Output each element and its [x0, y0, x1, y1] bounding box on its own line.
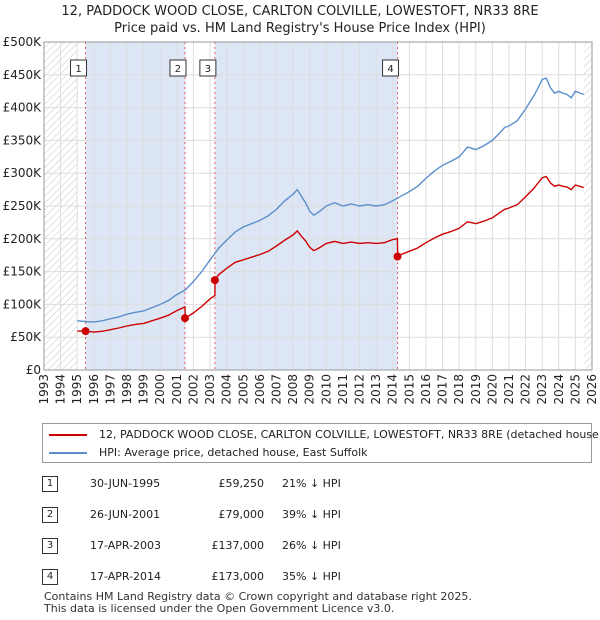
- x-tick-label: 2013: [369, 374, 383, 405]
- x-tick-label: 2000: [153, 374, 167, 405]
- marker-label: 4: [387, 64, 393, 75]
- y-tick-label: £200K: [3, 232, 43, 246]
- legend-label-property: 12, PADDOCK WOOD CLOSE, CARLTON COLVILLE…: [99, 428, 600, 441]
- x-tick-label: 1999: [137, 374, 151, 405]
- x-tick-label: 2019: [469, 374, 483, 405]
- x-tick-label: 2026: [585, 374, 599, 405]
- legend: 12, PADDOCK WOOD CLOSE, CARLTON COLVILLE…: [42, 423, 600, 463]
- x-tick-label: 1997: [103, 374, 117, 405]
- x-tick-label: 2016: [419, 374, 433, 405]
- transaction-price: £79,000: [218, 508, 265, 521]
- hpi-line: [77, 77, 584, 323]
- y-tick-label: £300K: [3, 166, 43, 180]
- x-tick-label: 2009: [303, 374, 317, 405]
- transaction-date: 30-JUN-1995: [90, 477, 161, 490]
- transaction-price: £59,250: [218, 477, 265, 490]
- x-tick-label: 2020: [485, 374, 499, 405]
- marker-label: 2: [175, 64, 181, 75]
- transaction-hpi: 21% ↓ HPI: [282, 477, 341, 490]
- x-tick-label: 2001: [170, 374, 184, 405]
- transaction-number: 2: [42, 507, 58, 523]
- x-tick-label: 2005: [236, 374, 250, 405]
- transaction-hpi: 39% ↓ HPI: [282, 508, 341, 521]
- price-chart: 1 2 3 4 £0 £50K £100K £150K £200K £250K £300K £350K…: [3, 35, 599, 405]
- x-tick-label: 2018: [452, 374, 466, 405]
- x-tick-label: 2008: [286, 374, 300, 405]
- x-tick-label: 2012: [353, 374, 367, 405]
- transaction-date: 17-APR-2003: [90, 539, 162, 552]
- footer-license: This data is licensed under the Open Gov…: [44, 602, 395, 615]
- plot-frame: [43, 41, 593, 371]
- marker-label: 1: [75, 64, 81, 75]
- footer-copyright: Contains HM Land Registry data © Crown c…: [44, 590, 472, 603]
- transaction-date: 26-JUN-2001: [90, 508, 161, 521]
- sale-point: [81, 327, 90, 336]
- sale-point: [210, 276, 219, 285]
- transaction-hpi: 35% ↓ HPI: [282, 570, 341, 583]
- marker-box: [382, 59, 400, 77]
- y-tick-label: £0: [26, 363, 41, 377]
- transaction-price: £173,000: [211, 570, 265, 583]
- transaction-date: 17-APR-2014: [90, 570, 162, 583]
- sale-point: [393, 252, 402, 261]
- marker-box: [169, 59, 187, 77]
- x-tick-label: 2002: [186, 374, 200, 405]
- x-tick-label: 1996: [87, 374, 101, 405]
- x-tick-label: 2011: [336, 374, 350, 405]
- x-tick-label: 2007: [269, 374, 283, 405]
- x-tick-label: 2023: [535, 374, 549, 405]
- x-tick-label: 2006: [253, 374, 267, 405]
- chart-subtitle: Price paid vs. HM Land Registry's House …: [114, 21, 486, 36]
- transaction-number: 3: [42, 538, 58, 554]
- x-tick-label: 2003: [203, 374, 217, 405]
- x-tick-label: 2022: [519, 374, 533, 405]
- y-tick-label: £500K: [3, 35, 43, 49]
- y-tick-label: £350K: [3, 133, 43, 147]
- transaction-price: £137,000: [211, 539, 265, 552]
- x-tick-label: 2021: [502, 374, 516, 405]
- y-tick-label: £100K: [3, 297, 43, 311]
- x-tick-label: 1998: [120, 374, 134, 405]
- chart-title: 12, PADDOCK WOOD CLOSE, CARLTON COLVILLE…: [61, 4, 539, 19]
- transaction-number: 4: [42, 569, 58, 585]
- x-tick-label: 2015: [402, 374, 416, 405]
- x-tick-label: 2014: [386, 374, 400, 405]
- x-tick-label: 2010: [319, 374, 333, 405]
- x-tick-label: 2024: [552, 374, 566, 405]
- x-tick-label: 1993: [37, 374, 51, 405]
- x-tick-label: 1994: [54, 374, 68, 405]
- legend-label-hpi: HPI: Average price, detached house, East…: [99, 446, 368, 459]
- marker-box: [70, 59, 88, 77]
- y-tick-label: £450K: [3, 68, 43, 82]
- sale-point: [180, 314, 189, 323]
- y-tick-label: £50K: [10, 330, 42, 344]
- marker-label: 3: [205, 64, 211, 75]
- legend-swatch-property: [49, 434, 87, 436]
- marker-box: [199, 59, 217, 77]
- transaction-number: 1: [42, 476, 58, 492]
- y-tick-label: £400K: [3, 101, 43, 115]
- x-tick-label: 1995: [70, 374, 84, 405]
- x-tick-label: 2025: [568, 374, 582, 405]
- legend-swatch-hpi: [49, 452, 87, 454]
- x-tick-label: 2004: [220, 374, 234, 405]
- y-tick-label: £250K: [3, 199, 43, 213]
- y-tick-label: £150K: [3, 265, 43, 279]
- x-tick-label: 2017: [436, 374, 450, 405]
- transaction-hpi: 26% ↓ HPI: [282, 539, 341, 552]
- property-line: [77, 175, 584, 333]
